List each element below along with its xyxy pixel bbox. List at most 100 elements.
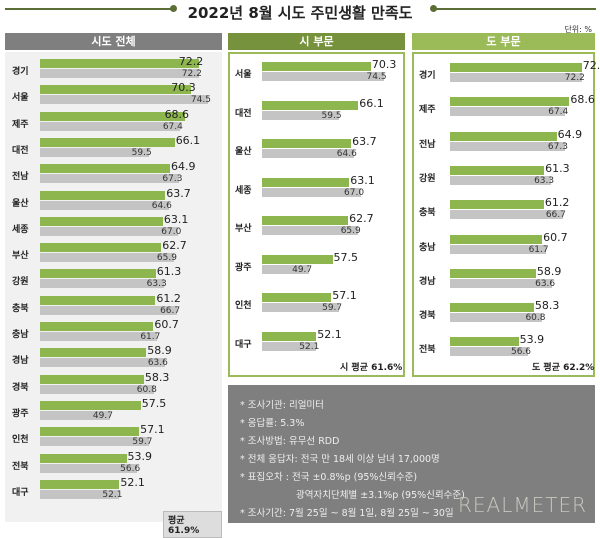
bar-row-충남: 충남 60.7 61.7: [412, 231, 595, 259]
value-label-previous: 56.6: [510, 347, 532, 358]
bar-row-충남: 충남 60.7 61.7: [5, 318, 222, 346]
bar-previous: [450, 244, 546, 254]
category-label: 충북: [419, 208, 436, 219]
bar-previous: [450, 210, 563, 220]
category-label: 경기: [12, 67, 29, 77]
note-line: * 전체 응답자: 전국 만 18세 이상 남녀 17,000명: [240, 454, 440, 465]
bar-current: [40, 453, 127, 463]
bar-row-경남: 경남 58.9 63.6: [412, 265, 595, 293]
category-label: 경북: [12, 382, 29, 393]
average-label: 시 평균 61.6%: [340, 363, 403, 373]
bar-row-전남: 전남 64.9 67.3: [412, 128, 595, 156]
bar-previous: [40, 279, 164, 289]
bar-current: [450, 63, 582, 72]
value-label-current: 52.1: [120, 475, 145, 489]
value-label-current: 63.1: [163, 212, 189, 226]
bar-row-대전: 대전 66.1 59.5: [5, 134, 222, 162]
average-label: 도 평균 62.2%: [532, 363, 595, 373]
category-label: 충남: [12, 330, 29, 340]
value-label-previous: 59.7: [132, 437, 153, 448]
value-label-current: 70.3: [171, 81, 196, 95]
panel-city: 시 부문 시 평균 61.6% 서울 70.3 74.5 대전 66.1 59.5 울산 63…: [228, 33, 405, 377]
bar-previous: [40, 489, 120, 499]
bar-previous: [40, 174, 180, 184]
note-line: * 조사기관: 리얼미터: [240, 400, 324, 411]
bar-row-서울: 서울 70.3 74.5: [5, 81, 222, 109]
bar-previous: [262, 149, 354, 158]
value-label-current: 53.9: [127, 449, 153, 463]
value-label-current: 58.3: [534, 299, 560, 313]
bar-row-인천: 인천 57.1 59.7: [228, 289, 405, 317]
bar-previous: [450, 107, 566, 117]
category-label: 대구: [12, 487, 29, 498]
bar-previous: [40, 463, 138, 473]
value-label-current: 72.2: [582, 59, 600, 72]
category-label: 충북: [12, 303, 29, 314]
value-label-previous: 66.7: [160, 305, 181, 316]
realmeter-logo: REALMETER: [458, 493, 587, 517]
bar-current: [40, 243, 162, 253]
category-label: 인천: [12, 435, 29, 446]
value-label-previous: 61.7: [140, 332, 161, 342]
panel-header: 시도 전체: [5, 33, 222, 50]
bar-current: [450, 303, 534, 313]
category-label: 강원: [419, 173, 436, 184]
title-dot-left: [170, 5, 177, 12]
value-label-current: 60.7: [543, 230, 568, 244]
bar-row-경남: 경남 58.9 63.6: [5, 344, 222, 372]
bar-previous: [450, 347, 528, 357]
bar-row-제주: 제주 68.6 67.4: [5, 108, 222, 136]
value-label-previous: 61.7: [528, 244, 549, 255]
bar-row-대구: 대구 52.1 52.1: [5, 476, 222, 504]
bar-current: [450, 200, 544, 210]
value-label-previous: 65.9: [340, 226, 361, 236]
bar-previous: [262, 226, 358, 235]
bar-current: [40, 111, 185, 121]
category-label: 제주: [12, 119, 29, 130]
title-dot-right: [430, 5, 437, 12]
value-label-previous: 66.7: [545, 210, 566, 221]
category-label: 대전: [235, 108, 252, 119]
note-line: * 조사기간: 7월 25일 ~ 8월 1일, 8월 25일 ~ 30일: [240, 508, 454, 519]
bar-current: [262, 139, 352, 148]
bar-previous: [450, 313, 543, 323]
bar-previous: [40, 253, 174, 263]
value-label-current: 61.2: [156, 291, 181, 305]
value-label-previous: 64.6: [151, 200, 172, 211]
value-label-current: 68.6: [570, 93, 595, 107]
panel-all: 시도 전체 평균 61.9% 경기 72.2 72.2 서울 70.3 74.5 제주 68.…: [5, 33, 222, 538]
value-label-current: 66.1: [359, 96, 384, 110]
bar-row-부산: 부산 62.7 65.9: [228, 212, 405, 240]
value-label-previous: 72.2: [564, 73, 585, 83]
category-label: 광주: [235, 262, 252, 273]
bar-row-세종: 세종 63.1 67.0: [228, 174, 405, 202]
value-label-current: 58.3: [144, 370, 170, 384]
value-label-current: 61.3: [156, 265, 182, 279]
bar-row-광주: 광주 57.5 49.7: [5, 397, 222, 425]
bar-row-경북: 경북 58.3 60.8: [412, 299, 595, 327]
bar-current: [262, 254, 333, 264]
title-rule-right: [434, 8, 596, 10]
bar-current: [450, 131, 557, 141]
value-label-previous: 67.0: [344, 187, 365, 198]
category-label: 전북: [12, 461, 29, 472]
value-label-current: 63.7: [166, 186, 191, 200]
bar-previous: [40, 332, 158, 341]
category-label: 부산: [12, 251, 29, 262]
title-rule-left: [5, 8, 173, 10]
bar-previous: [40, 95, 208, 105]
bar-previous: [450, 278, 553, 288]
value-label-current: 70.3: [371, 58, 397, 71]
bar-previous: [450, 73, 582, 82]
value-label-current: 68.6: [164, 107, 190, 121]
value-label-previous: 59.7: [322, 303, 343, 313]
category-label: 광주: [12, 408, 29, 419]
value-label-current: 57.1: [332, 289, 357, 302]
category-label: 세종: [12, 224, 29, 235]
bar-row-대구: 대구 52.1 52.1: [228, 328, 405, 356]
bar-previous: [40, 200, 169, 210]
bar-current: [40, 190, 166, 200]
bar-current: [262, 293, 332, 302]
bar-previous: [40, 305, 178, 315]
